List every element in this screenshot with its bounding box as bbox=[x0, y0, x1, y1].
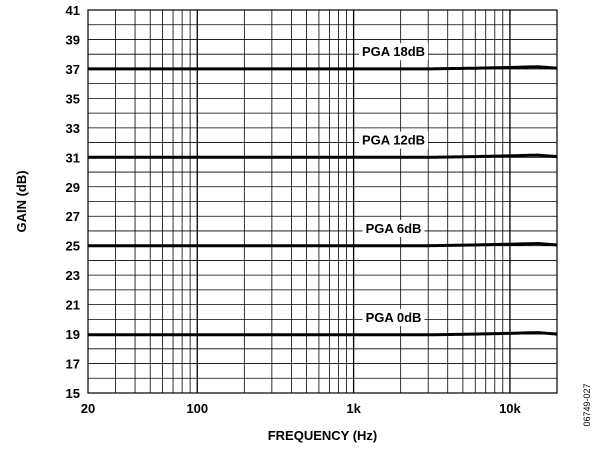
series-lines bbox=[88, 65, 558, 337]
y-tick-label: 15 bbox=[66, 386, 80, 401]
series-label-background bbox=[358, 43, 429, 61]
grid bbox=[88, 10, 557, 393]
x-axis-title: FREQUENCY (Hz) bbox=[268, 428, 378, 443]
y-tick-label: 35 bbox=[66, 91, 80, 106]
y-tick-label: 21 bbox=[66, 298, 80, 313]
y-tick-label: 19 bbox=[66, 327, 80, 342]
plot-frame bbox=[87, 9, 558, 394]
y-tick-label: 39 bbox=[66, 32, 80, 47]
x-tick-label: 10k bbox=[499, 401, 521, 416]
x-tick-label: 1k bbox=[346, 401, 361, 416]
series-label: PGA 6dB bbox=[366, 221, 422, 236]
y-axis-title: GAIN (dB) bbox=[14, 170, 29, 232]
series-label-background bbox=[362, 220, 425, 238]
series-line bbox=[88, 65, 558, 71]
x-tick-labels: 20 100 1k 10k bbox=[81, 401, 522, 416]
series-label: PGA 18dB bbox=[362, 44, 425, 59]
y-tick-label: 31 bbox=[66, 150, 80, 165]
series-line bbox=[88, 331, 558, 337]
series-label-background bbox=[358, 131, 429, 149]
y-tick-label: 29 bbox=[66, 180, 80, 195]
y-tick-label: 17 bbox=[66, 357, 80, 372]
y-tick-label: 27 bbox=[66, 209, 80, 224]
y-tick-label: 33 bbox=[66, 121, 80, 136]
series-labels: PGA 18dB PGA 12dB PGA 6dB PGA 0dB bbox=[358, 43, 429, 327]
series-label: PGA 12dB bbox=[362, 133, 425, 148]
y-tick-label: 23 bbox=[66, 268, 80, 283]
series-line bbox=[88, 241, 558, 248]
series-line bbox=[88, 153, 558, 159]
y-tick-label: 37 bbox=[66, 62, 80, 77]
y-tick-label: 25 bbox=[66, 239, 80, 254]
figure-id: 06749-027 bbox=[582, 383, 592, 426]
series-label: PGA 0dB bbox=[366, 310, 422, 325]
x-tick-label: 100 bbox=[186, 401, 208, 416]
y-tick-label: 41 bbox=[66, 3, 80, 18]
series-label-background bbox=[362, 309, 425, 327]
x-tick-label: 20 bbox=[81, 401, 95, 416]
y-tick-labels: 15 17 19 21 23 25 27 29 31 33 35 37 39 41 bbox=[66, 3, 80, 401]
